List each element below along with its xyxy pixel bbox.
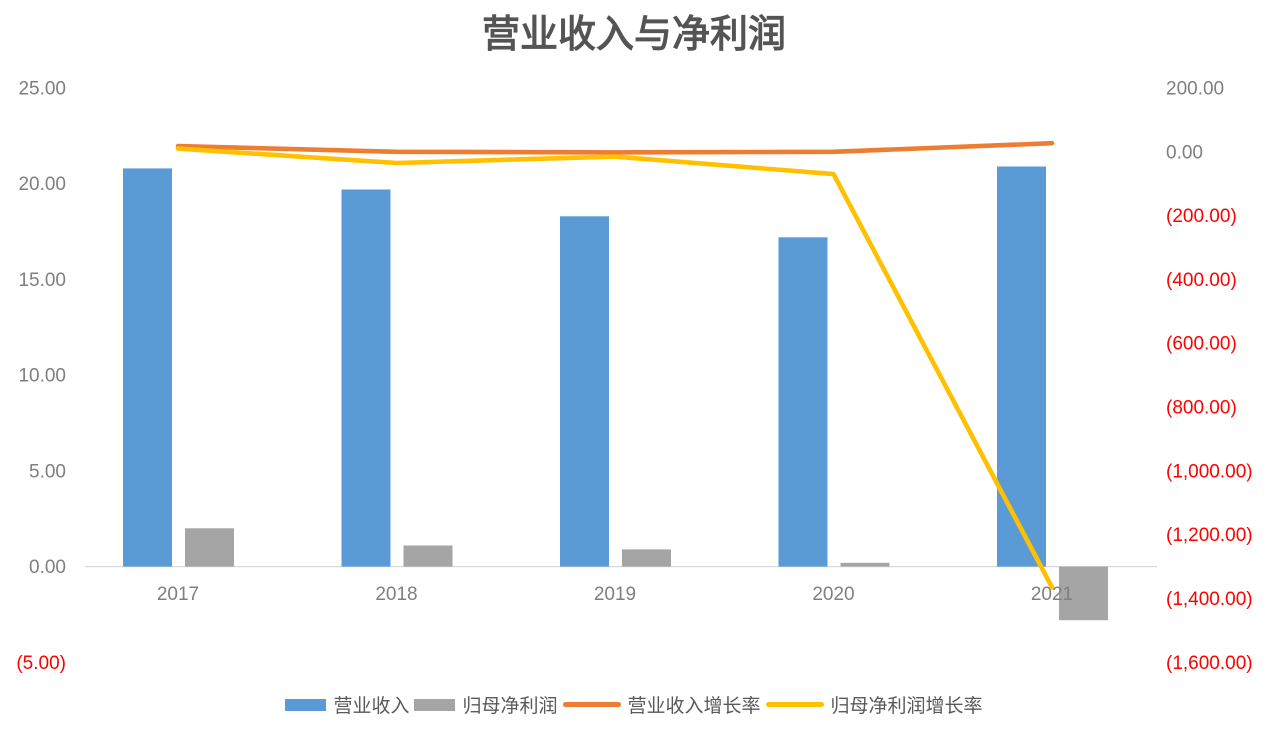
legend-swatch-revenue-growth	[562, 702, 621, 707]
legend-item-revenue-growth: 营业收入增长率	[562, 691, 761, 718]
right-axis-tick: (1,000.00)	[1166, 461, 1253, 482]
category-label-2020: 2020	[812, 584, 854, 605]
revenue-bar-2017	[123, 168, 172, 567]
right-axis-tick: (800.00)	[1166, 398, 1237, 419]
category-label-2019: 2019	[594, 584, 636, 605]
net-profit-bar-2018	[403, 545, 453, 567]
revenue-growth-line	[175, 140, 1055, 155]
right-axis-tick: (400.00)	[1166, 270, 1237, 291]
legend-item-profit-growth: 归母净利润增长率	[765, 691, 983, 718]
category-label-2021: 2021	[1031, 584, 1073, 605]
legend-label-net-profit: 归母净利润	[462, 696, 558, 717]
revenue-bar-2018	[341, 189, 391, 567]
left-axis-tick: 15.00	[18, 270, 66, 291]
right-axis-tick: (200.00)	[1166, 206, 1237, 227]
right-axis-tick: 200.00	[1166, 79, 1224, 100]
category-label-2017: 2017	[157, 584, 199, 605]
legend-swatch-revenue	[285, 698, 327, 711]
legend-item-net-profit: 归母净利润	[414, 691, 558, 718]
left-axis-tick: 20.00	[18, 174, 66, 195]
revenue-bar-2020	[778, 237, 828, 567]
right-axis-tick: 0.00	[1166, 142, 1203, 163]
right-axis-tick: (1,600.00)	[1166, 653, 1253, 674]
right-axis-tick: (600.00)	[1166, 334, 1237, 355]
left-axis-tick: 5.00	[29, 461, 66, 482]
left-axis-tick: 10.00	[18, 366, 66, 387]
legend-label-revenue-growth: 营业收入增长率	[627, 696, 761, 717]
right-axis-tick: (1,400.00)	[1166, 589, 1253, 610]
net-profit-bar-2021	[1059, 566, 1108, 621]
legend: 营业收入 归母净利润 营业收入增长率 归母净利润增长率	[0, 691, 1268, 718]
legend-swatch-profit-growth	[765, 702, 824, 707]
right-axis-tick: (1,200.00)	[1166, 525, 1253, 546]
left-axis-tick: (5.00)	[16, 653, 66, 674]
legend-label-revenue: 营业收入	[333, 696, 410, 717]
profit-growth-line	[175, 146, 1055, 590]
legend-item-revenue: 营业收入	[285, 691, 409, 718]
chart-title: 营业收入与净利润	[481, 11, 786, 56]
revenue-bar-2021	[997, 166, 1046, 567]
net-profit-bar-2020	[840, 562, 890, 567]
revenue-bar-2019	[560, 216, 609, 567]
net-profit-bar-2017	[185, 528, 234, 567]
legend-label-profit-growth: 归母净利润增长率	[830, 696, 983, 717]
left-axis-tick: 25.00	[18, 79, 66, 100]
left-axis-tick: 0.00	[29, 557, 66, 578]
category-label-2018: 2018	[375, 584, 417, 605]
net-profit-bar-2019	[622, 549, 671, 567]
legend-swatch-net-profit	[414, 698, 456, 711]
